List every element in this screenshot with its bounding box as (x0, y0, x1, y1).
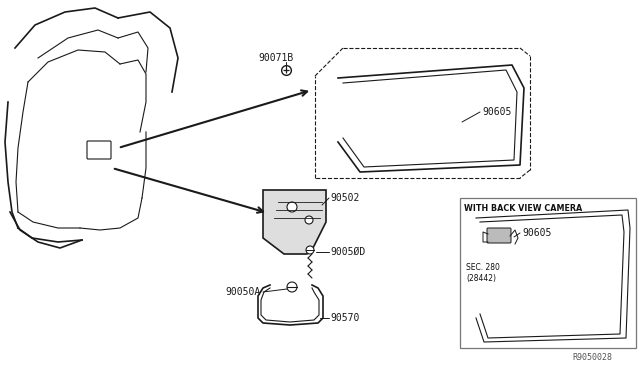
Circle shape (306, 246, 314, 254)
Text: WITH BACK VIEW CAMERA: WITH BACK VIEW CAMERA (464, 203, 582, 212)
Circle shape (287, 202, 297, 212)
Text: 9005ØD: 9005ØD (330, 247, 365, 257)
Text: 90605: 90605 (482, 107, 511, 117)
Text: SEC. 280: SEC. 280 (466, 263, 500, 273)
Text: 90071B: 90071B (258, 53, 293, 63)
Text: 90050A: 90050A (225, 287, 260, 297)
Circle shape (305, 216, 313, 224)
Bar (460, 198, 636, 348)
FancyBboxPatch shape (87, 141, 111, 159)
Polygon shape (263, 190, 326, 254)
Text: (28442): (28442) (466, 273, 496, 282)
Text: 90502: 90502 (330, 193, 360, 203)
Circle shape (287, 282, 297, 292)
FancyBboxPatch shape (487, 228, 511, 243)
Text: 90605: 90605 (522, 228, 552, 238)
Text: R9050028: R9050028 (572, 353, 612, 362)
Text: 90570: 90570 (330, 313, 360, 323)
